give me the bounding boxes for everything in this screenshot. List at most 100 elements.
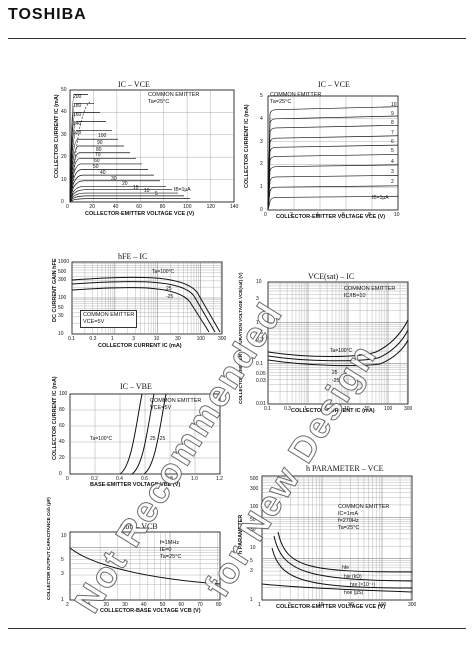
x-tick-label: 1 xyxy=(110,336,114,342)
curve-label: 7 xyxy=(391,130,394,137)
y-tick-label: 1 xyxy=(61,597,64,603)
curve xyxy=(267,329,409,362)
y-tick-label: 10 xyxy=(61,533,67,539)
curve-label: 4 xyxy=(391,158,394,165)
curve xyxy=(261,583,413,593)
x-tick-label: 80 xyxy=(159,204,166,210)
x-tick-label: 300 xyxy=(218,336,227,342)
y-tick-label: 50 xyxy=(250,517,256,523)
x-tick-label: 100 xyxy=(378,602,387,608)
chart-note: COMMON EMITTER VCE=5V xyxy=(80,310,138,328)
brand-logo: TOSHIBA xyxy=(8,6,87,23)
chart-title: IC – VBE xyxy=(120,382,152,391)
x-tick-label: 0.4 xyxy=(116,476,123,482)
limit-curve xyxy=(71,101,91,203)
y-tick-label: 10 xyxy=(256,279,262,285)
x-tick-label: 0 xyxy=(66,204,69,210)
curve-label: hre (×10⁻⁴) xyxy=(350,582,376,588)
curve-label: 5 xyxy=(391,148,394,155)
curve xyxy=(267,144,399,211)
y-tick-label: 2 xyxy=(260,161,263,168)
curve-label: 25 xyxy=(332,370,338,376)
curve xyxy=(69,157,136,203)
y-tick-label: 30 xyxy=(58,313,64,319)
y-tick-label: 0.03 xyxy=(256,378,266,384)
y-tick-label: 0.3 xyxy=(256,337,263,343)
y-tick-label: 3 xyxy=(260,138,263,145)
x-tick-label: 40 xyxy=(112,204,119,210)
y-axis-label: COLLECTOR CURRENT IC (mA) xyxy=(54,94,60,178)
curve xyxy=(267,195,399,211)
y-tick-label: 300 xyxy=(250,486,259,492)
y-tick-label: 10 xyxy=(250,545,256,551)
x-tick-label: 0.1 xyxy=(68,336,75,342)
curve-label: 70 xyxy=(95,152,101,159)
y-tick-label: 40 xyxy=(61,109,67,116)
curve-label: 60 xyxy=(94,157,100,164)
curve-label: IB=1μA xyxy=(174,187,191,193)
curve-label: -25 xyxy=(166,294,174,300)
x-tick-label: 3 xyxy=(132,336,136,342)
note-line: COMMON EMITTER xyxy=(83,312,135,318)
curve-label: 5 xyxy=(155,190,158,197)
note-line: COMMON EMITTER xyxy=(344,286,396,292)
y-tick-label: 3 xyxy=(256,296,259,302)
y-tick-label: 0 xyxy=(61,199,64,205)
chart-hparam-vce: h PARAMETER – VCE COMMON EMITTER IC=1mA … xyxy=(236,464,466,616)
y-tick-label: 100 xyxy=(59,391,68,397)
curve-label: 20 xyxy=(122,181,128,188)
y-tick-label: 5 xyxy=(61,557,64,563)
curve-label: IB=1μA xyxy=(372,195,389,202)
header-rule xyxy=(8,38,466,39)
note-line: VCE=5V xyxy=(150,405,172,411)
curve xyxy=(131,393,155,475)
chart-title: hFE – IC xyxy=(118,252,148,261)
curve-label: 140 xyxy=(73,121,82,127)
curve-label: 25 xyxy=(166,286,172,292)
x-axis-label: COLLECTOR CURRENT IC (mA) xyxy=(291,408,375,414)
x-axis-label: COLLECTOR CURRENT IC (mA) xyxy=(98,343,182,349)
y-tick-label: 1 xyxy=(250,597,253,603)
plot-frame xyxy=(69,89,235,203)
curve xyxy=(277,531,413,573)
curve-label: 90 xyxy=(97,140,103,146)
y-tick-label: 0.01 xyxy=(256,401,266,407)
x-tick-label: 60 xyxy=(136,204,142,210)
chart-vcesat-ic: VCE(sat) – IC COMMON EMITTER IC/IB=10 CO… xyxy=(236,272,466,422)
x-tick-label: 20 xyxy=(89,204,95,210)
curve-label: 200 xyxy=(73,94,82,100)
curve xyxy=(69,192,178,203)
chart-note: COMMON EMITTER IC=1mA f=270Hz Ta=25°C xyxy=(338,504,389,532)
plot-frame xyxy=(69,531,221,601)
curve-label: 15 xyxy=(133,184,139,191)
chart-plot xyxy=(69,89,235,203)
curve-label: 80 xyxy=(96,146,102,153)
chart-ic-vce-1: IC – VCE COMMON EMITTER Ta=25°C COLLECTO… xyxy=(8,78,238,218)
curve-label: 3 xyxy=(391,168,394,175)
x-tick-label: 30 xyxy=(122,602,128,608)
note-line: VCE=5V xyxy=(83,319,105,325)
x-tick-label: 60 xyxy=(178,602,185,608)
curve xyxy=(71,281,216,333)
x-tick-label: 0 xyxy=(264,212,267,218)
curve-label: 6 xyxy=(391,139,394,146)
y-tick-label: 30 xyxy=(250,527,256,533)
x-tick-label: 0.6 xyxy=(141,476,148,482)
curve-label: 100 xyxy=(98,133,107,140)
curve xyxy=(69,198,190,203)
x-tick-label: 10 xyxy=(318,602,324,608)
curve xyxy=(69,547,221,585)
y-tick-label: 50 xyxy=(61,87,67,93)
y-tick-label: 0.05 xyxy=(256,371,266,377)
x-axis-label: COLLECTOR-EMITTER VOLTAGE VCE (V) xyxy=(276,214,386,220)
y-tick-label: 10 xyxy=(61,176,67,183)
curve-label: 8 xyxy=(391,119,394,126)
y-axis-label: COLLECTOR OUTPUT CAPACITANCE Cob (pF) xyxy=(46,497,51,600)
curve xyxy=(273,535,413,582)
y-tick-label: 3 xyxy=(61,571,64,577)
x-tick-label: 1.2 xyxy=(216,476,223,482)
curve xyxy=(267,106,399,211)
curve-label: Ta=100°C xyxy=(152,269,175,275)
x-tick-label: 8 xyxy=(368,212,371,218)
chart-ic-vce-2: IC – VCE COMMON EMITTER Ta=25°C COLLECTO… xyxy=(236,78,466,223)
